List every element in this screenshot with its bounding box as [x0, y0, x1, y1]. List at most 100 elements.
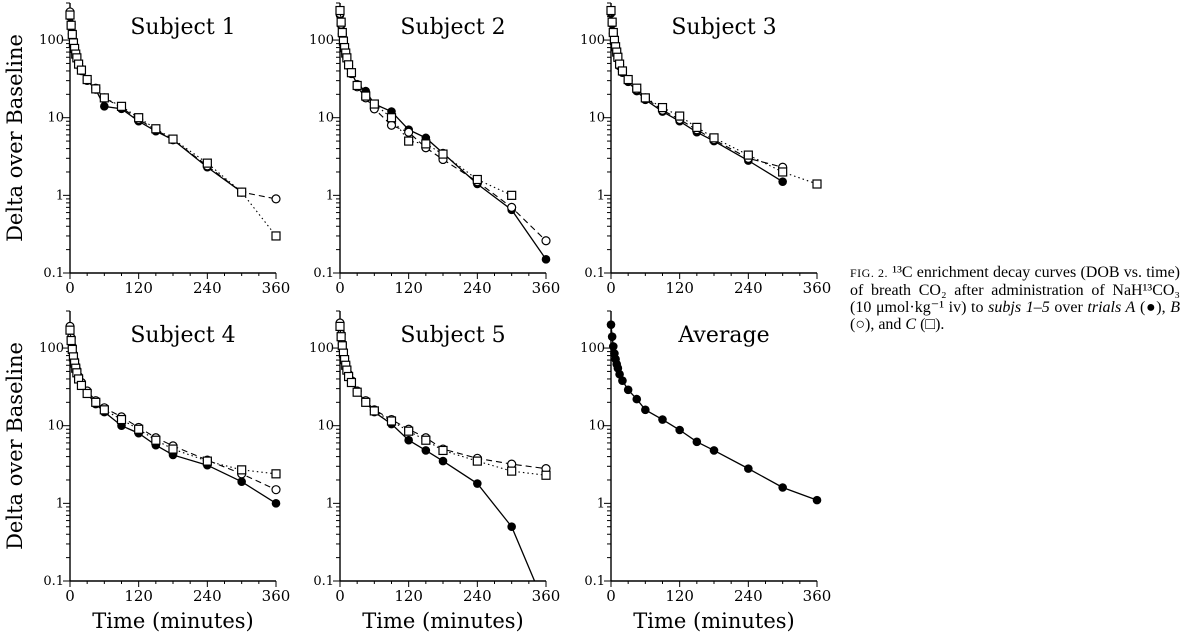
- x-tick-label: 0: [65, 279, 75, 297]
- data-point-C: [99, 93, 109, 103]
- y-tick-label: 100: [580, 341, 605, 356]
- data-point-C: [812, 179, 822, 189]
- caption-subjects: subjs 1–5: [988, 299, 1050, 316]
- data-point-C: [76, 65, 87, 75]
- y-tick-label: 10: [47, 419, 64, 434]
- data-point-B: [404, 127, 414, 137]
- caption-text-5: (□).: [916, 316, 945, 333]
- panel-6: 0.1 1 10 100 0 120 240 360 Average: [580, 310, 832, 605]
- y-tick-label: 1: [326, 188, 334, 203]
- plot-area: [65, 7, 281, 241]
- data-point-C: [386, 416, 397, 426]
- data-point-B: [541, 236, 551, 246]
- data-point-Average: [608, 342, 618, 351]
- data-point-C: [168, 134, 178, 144]
- data-point-C: [66, 335, 76, 346]
- data-point-C: [91, 84, 101, 94]
- data-point-C: [352, 387, 362, 397]
- y-tick-label: 10: [588, 111, 605, 126]
- data-point-C: [361, 91, 371, 101]
- data-point-C: [421, 139, 431, 149]
- data-point-C: [606, 5, 616, 16]
- data-point-C: [346, 377, 357, 388]
- y-tick-label: 10: [317, 111, 334, 126]
- x-tick-label: 0: [65, 587, 75, 605]
- data-point-B: [386, 120, 397, 130]
- plot-area: [65, 321, 281, 508]
- x-tick-label: 120: [394, 587, 423, 605]
- data-point-A: [237, 477, 246, 487]
- y-tick-label: 10: [588, 419, 605, 434]
- data-point-A: [541, 255, 551, 264]
- data-point-A: [473, 479, 482, 488]
- data-point-C: [202, 158, 212, 168]
- y-tick-label: 100: [309, 341, 334, 356]
- y-tick-label: 0.1: [313, 266, 334, 281]
- data-point-C: [65, 325, 75, 335]
- data-point-C: [335, 5, 345, 16]
- data-point-C: [438, 445, 448, 456]
- x-tick-label: 0: [606, 279, 616, 297]
- data-point-B: [271, 194, 281, 204]
- data-point-C: [67, 29, 77, 40]
- panel-title: Subject 3: [671, 15, 776, 40]
- x-axis-label: Time (minutes): [633, 609, 794, 633]
- y-tick-label: 10: [317, 419, 334, 434]
- data-point-C: [76, 380, 87, 391]
- y-axis-label: Delta over Baseline: [3, 34, 27, 242]
- x-tick-label: 360: [803, 587, 832, 605]
- data-point-A: [271, 499, 281, 508]
- caption-text-2: over: [1049, 299, 1088, 316]
- series-line-A: [69, 328, 277, 504]
- data-point-C: [361, 397, 371, 407]
- plot-area: [606, 5, 822, 189]
- y-tick-label: 0.1: [43, 266, 64, 281]
- data-point-C: [617, 66, 628, 76]
- data-point-C: [369, 99, 379, 109]
- data-point-A: [438, 456, 448, 466]
- data-point-C: [607, 17, 617, 27]
- data-point-C: [623, 74, 633, 85]
- data-point-C: [346, 68, 357, 78]
- data-point-C: [151, 435, 161, 445]
- y-tick-label: 10: [47, 111, 64, 126]
- y-tick-label: 1: [56, 496, 64, 511]
- data-point-C: [640, 93, 650, 103]
- panel-title: Average: [677, 323, 769, 348]
- data-point-C: [335, 321, 345, 332]
- x-tick-label: 120: [124, 279, 153, 297]
- plot-area: [335, 318, 551, 581]
- data-point-C: [337, 27, 347, 38]
- y-tick-label: 100: [39, 341, 64, 356]
- data-point-Average: [618, 376, 627, 385]
- panel-title: Subject 5: [400, 323, 505, 348]
- series-line-A: [339, 324, 536, 581]
- data-point-Average: [744, 464, 753, 473]
- data-point-C: [472, 174, 482, 185]
- x-tick-label: 0: [335, 279, 345, 297]
- x-tick-label: 240: [734, 587, 763, 605]
- caption-text-3: (●),: [1135, 299, 1171, 316]
- y-tick-label: 100: [580, 33, 605, 48]
- data-point-B: [271, 485, 281, 495]
- caption-text-4: (○), and: [850, 316, 906, 333]
- y-tick-label: 1: [326, 496, 334, 511]
- x-tick-label: 0: [606, 587, 616, 605]
- data-point-C: [271, 469, 281, 479]
- data-point-A: [507, 522, 516, 532]
- x-axis-label: Time (minutes): [92, 609, 253, 633]
- data-point-C: [352, 80, 362, 91]
- data-point-Average: [641, 405, 650, 415]
- data-point-C: [343, 60, 354, 70]
- data-point-C: [134, 424, 144, 434]
- series-line-A: [69, 16, 243, 193]
- data-point-C: [82, 388, 92, 399]
- figure-caption: FIG. 2. ¹³C enrichment decay curves (DOB…: [850, 264, 1180, 333]
- caption-label: FIG. 2.: [850, 266, 889, 280]
- data-point-C: [369, 406, 379, 416]
- series-line-A: [339, 14, 547, 260]
- x-tick-label: 120: [124, 587, 153, 605]
- data-point-A: [778, 177, 787, 186]
- data-point-C: [271, 231, 281, 241]
- panel-title: Subject 4: [130, 323, 235, 348]
